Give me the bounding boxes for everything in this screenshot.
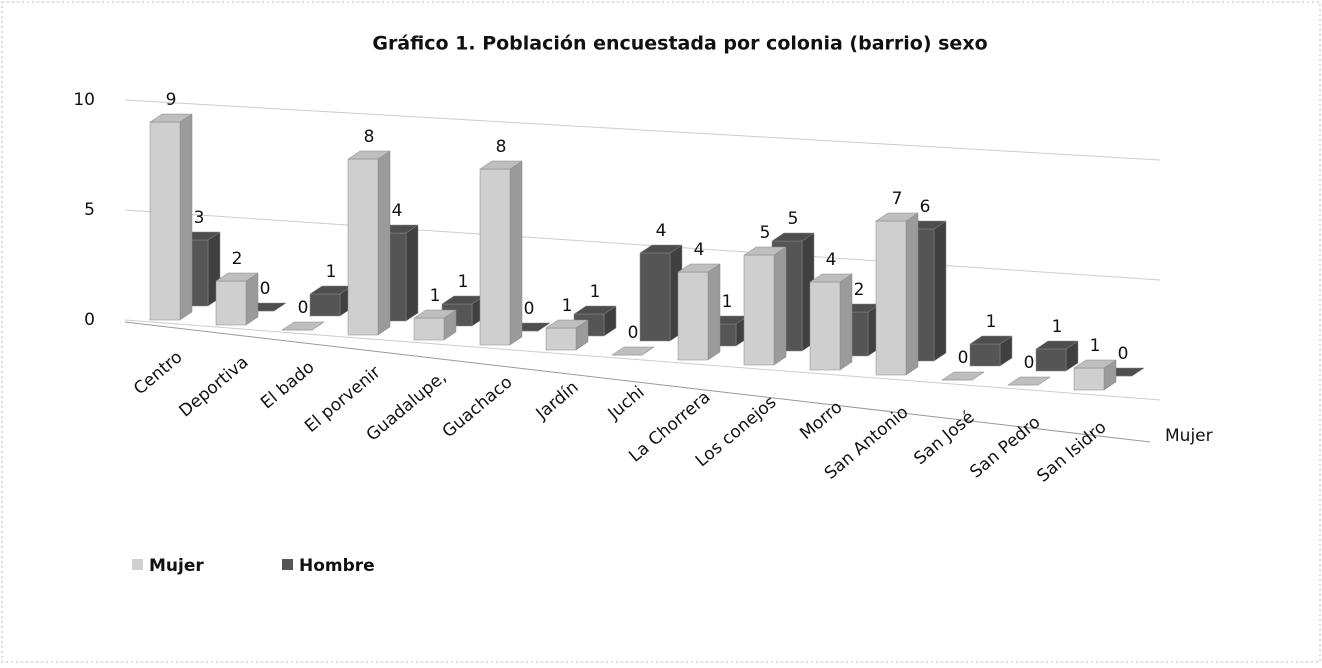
bar-side: [246, 273, 258, 325]
value-label: 1: [326, 262, 337, 282]
bar-front: [970, 344, 1000, 366]
bar-front: [744, 255, 774, 365]
bar: [612, 347, 654, 355]
value-label: 4: [656, 221, 667, 241]
bar-side: [510, 161, 522, 345]
bar-front: [678, 272, 708, 360]
value-label: 1: [1052, 317, 1063, 337]
x-tick-label: Jardín: [532, 377, 583, 424]
value-label: 1: [458, 272, 469, 292]
bar: [282, 322, 324, 330]
bar-top: [612, 347, 654, 355]
bar: [216, 273, 258, 325]
bar-top: [1008, 377, 1050, 385]
bar: [414, 310, 456, 340]
bar-side: [378, 151, 390, 335]
bar-front: [414, 318, 444, 340]
x-tick-label: Centro: [130, 347, 186, 399]
x-tick-label: Juchi: [604, 382, 649, 424]
bar: [744, 247, 786, 365]
bar-side: [840, 274, 852, 370]
value-label: 9: [166, 90, 177, 110]
bar: [810, 274, 852, 370]
value-label: 4: [694, 240, 705, 260]
bar: [1074, 360, 1116, 390]
value-label: 1: [590, 282, 601, 302]
value-label: 0: [260, 279, 271, 299]
value-label: 0: [1024, 353, 1035, 373]
legend-swatch: [132, 559, 143, 570]
value-label: 4: [826, 250, 837, 270]
value-label: 5: [788, 209, 799, 229]
bar: [480, 161, 522, 345]
bar-front: [640, 253, 670, 341]
legend-swatch: [282, 559, 293, 570]
value-label: 7: [892, 189, 903, 209]
value-label: 3: [194, 208, 205, 228]
bar-top: [942, 372, 984, 380]
bar-front: [348, 159, 378, 335]
bar-side: [774, 247, 786, 365]
bar-front: [1036, 349, 1066, 371]
grid-line: [125, 100, 1160, 160]
value-label: 2: [854, 280, 865, 300]
value-label: 8: [364, 127, 375, 147]
value-label: 0: [958, 348, 969, 368]
bar-side: [708, 264, 720, 360]
bar: [310, 286, 352, 316]
bar-front: [310, 294, 340, 316]
value-label: 0: [524, 299, 535, 319]
chart-title: Gráfico 1. Población encuestada por colo…: [372, 33, 987, 55]
bar: [970, 336, 1012, 366]
bar: [876, 213, 918, 375]
x-tick-label: Morro: [796, 397, 846, 444]
value-label: 5: [760, 223, 771, 243]
bar: [348, 151, 390, 335]
value-label: 0: [298, 298, 309, 318]
value-label: 0: [628, 323, 639, 343]
bar-front: [216, 281, 246, 325]
bar-front: [150, 122, 180, 320]
bar: [546, 320, 588, 350]
x-tick-label: Deportiva: [176, 352, 253, 421]
value-label: 8: [496, 137, 507, 157]
x-tick-label: El bado: [257, 357, 318, 413]
value-label: 1: [986, 312, 997, 332]
legend-label: Hombre: [299, 556, 375, 576]
bar-side: [180, 114, 192, 320]
bar: [150, 114, 192, 320]
bar-front: [480, 169, 510, 345]
bar-front: [1074, 368, 1104, 390]
bar: [1008, 377, 1050, 385]
bar: [1036, 341, 1078, 371]
bar-front: [876, 221, 906, 375]
bar-front: [810, 282, 840, 370]
value-label: 4: [392, 201, 403, 221]
value-label: 1: [430, 286, 441, 306]
x-tick-label: Guachaco: [439, 372, 517, 442]
x-tick-label: San José: [910, 407, 978, 469]
bar: [678, 264, 720, 360]
value-label: 0: [1118, 344, 1129, 364]
value-label: 1: [1090, 336, 1101, 356]
x-tick-label: San Isidro: [1033, 417, 1110, 486]
y-tick-label: 5: [84, 200, 95, 220]
value-label: 2: [232, 249, 243, 269]
bar: [942, 372, 984, 380]
bar-front: [546, 328, 576, 350]
bar-side: [934, 221, 946, 361]
depth-label: Mujer: [1165, 426, 1213, 446]
value-label: 1: [722, 292, 733, 312]
legend-label: Mujer: [149, 556, 204, 576]
bar-top: [282, 322, 324, 330]
y-tick-label: 10: [73, 90, 95, 110]
bar: [640, 245, 682, 341]
value-label: 6: [920, 197, 931, 217]
bar-side: [406, 225, 418, 321]
y-tick-label: 0: [84, 310, 95, 330]
bar-side: [906, 213, 918, 375]
value-label: 1: [562, 296, 573, 316]
